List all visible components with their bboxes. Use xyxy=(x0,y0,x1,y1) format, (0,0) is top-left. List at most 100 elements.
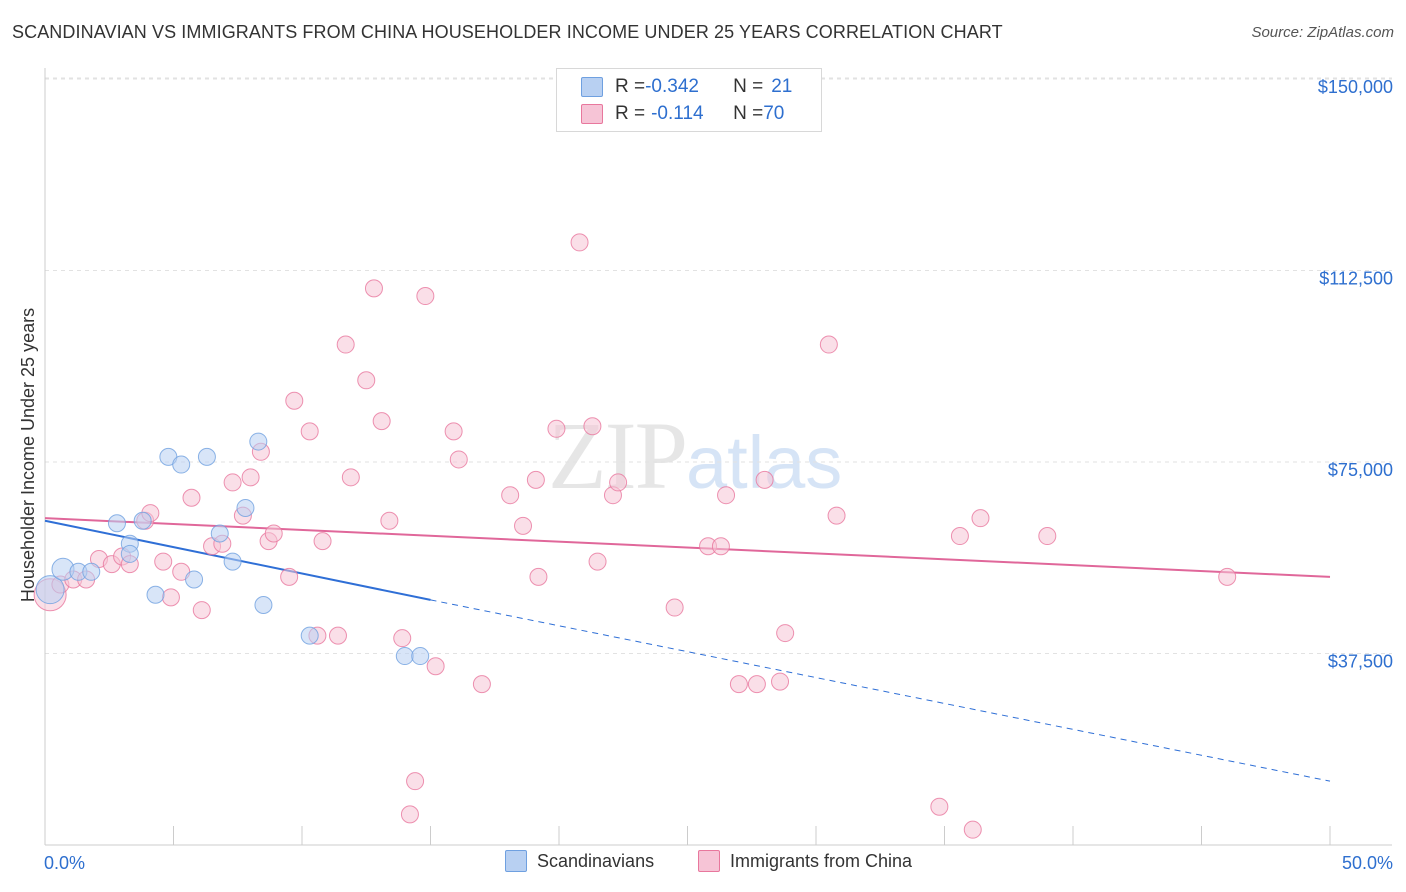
scandinavian-point xyxy=(172,455,191,474)
legend-n-value: 70 xyxy=(763,103,785,124)
scandinavian-point xyxy=(133,511,152,530)
china-point xyxy=(827,506,846,525)
legend-label: Scandinavians xyxy=(537,850,655,871)
china-point xyxy=(588,552,607,571)
legend-r-value: -0.114 xyxy=(651,103,704,124)
china-point xyxy=(776,624,795,643)
china-point xyxy=(747,675,766,694)
china-point xyxy=(526,470,545,489)
legend-n-label: N = xyxy=(733,103,764,124)
china-point xyxy=(313,532,332,551)
legend-r-label: R = xyxy=(615,76,646,97)
legend-n-label: N = xyxy=(733,76,764,97)
china-point xyxy=(341,468,360,487)
china-point xyxy=(154,552,173,571)
china-point xyxy=(223,473,242,492)
y-tick-label: $150,000 xyxy=(1318,77,1393,97)
china-point xyxy=(501,486,520,505)
china-point xyxy=(364,279,383,298)
china-point xyxy=(393,629,412,648)
china-point xyxy=(372,412,391,431)
china-point xyxy=(264,524,283,543)
correlation-legend: R = -0.342 N = 21 R = -0.114 N = 70 xyxy=(556,68,822,132)
scandinavian-point xyxy=(249,432,268,451)
legend-label: Immigrants from China xyxy=(730,850,913,871)
china-point xyxy=(336,335,355,354)
legend-r-label: R = xyxy=(615,103,646,124)
china-point xyxy=(328,626,347,645)
china-point xyxy=(514,516,533,535)
scandinavian-trend-extension xyxy=(430,599,1331,782)
china-point xyxy=(416,287,435,306)
china-point xyxy=(444,422,463,441)
china-trend-line xyxy=(44,517,1331,578)
scandinavian-point xyxy=(395,647,414,666)
scandinavian-point xyxy=(236,498,255,517)
scandinavian-point xyxy=(300,626,319,645)
y-tick-label: $112,500 xyxy=(1319,269,1393,289)
scandinavian-point xyxy=(411,647,430,666)
y-tick-label: $75,000 xyxy=(1328,460,1393,480)
axis-labels: $37,500 $75,000 $112,500 $150,000 0.0% 50.0% H… xyxy=(18,77,1393,873)
scandinavian-point xyxy=(210,524,229,543)
china-point xyxy=(971,509,990,528)
legend-row-scandinavians: R = -0.342 N = 21 xyxy=(581,75,792,99)
china-point xyxy=(192,601,211,620)
china-point xyxy=(400,805,419,824)
legend-swatch-pink xyxy=(581,104,603,124)
scandinavian-point xyxy=(107,514,126,533)
china-point xyxy=(380,511,399,530)
legend-item-scandinavians[interactable]: Scandinavians xyxy=(505,850,654,872)
china-point xyxy=(711,537,730,556)
china-point xyxy=(583,417,602,436)
legend-row-china: R = -0.114 N = 70 xyxy=(581,102,784,126)
china-point xyxy=(755,470,774,489)
legend-swatch-pink xyxy=(698,850,720,872)
scandinavian-point xyxy=(197,447,216,466)
legend-n-value: 21 xyxy=(771,76,793,97)
china-point xyxy=(547,419,566,438)
china-point xyxy=(717,486,736,505)
scandinavian-point xyxy=(82,562,101,581)
scandinavian-point xyxy=(120,544,139,563)
gridlines xyxy=(45,77,1392,654)
scandinavian-point xyxy=(146,585,165,604)
china-point xyxy=(665,598,684,617)
legend-swatch-blue xyxy=(581,77,603,97)
china-point xyxy=(161,588,180,607)
china-point xyxy=(729,675,748,694)
china-point xyxy=(771,672,790,691)
y-axis-label: Householder Income Under 25 years xyxy=(18,308,38,602)
china-point xyxy=(182,488,201,507)
axes xyxy=(44,68,1392,846)
scandinavian-point xyxy=(223,552,242,571)
china-point xyxy=(426,657,445,676)
legend-r-value: -0.342 xyxy=(645,76,699,97)
china-point xyxy=(449,450,468,469)
china-point xyxy=(300,422,319,441)
legend-swatch-blue xyxy=(505,850,527,872)
chart-title: SCANDINAVIAN VS IMMIGRANTS FROM CHINA HO… xyxy=(12,22,1003,42)
china-point xyxy=(472,675,491,694)
y-tick-label: $37,500 xyxy=(1328,652,1393,672)
china-point xyxy=(280,567,299,586)
x-tick-label-min: 0.0% xyxy=(44,853,85,873)
scandinavian-point xyxy=(254,595,273,614)
china-point xyxy=(930,797,949,816)
china-point xyxy=(609,473,628,492)
china-point xyxy=(406,772,425,791)
source-label: Source: ZipAtlas.com xyxy=(1251,24,1394,41)
china-point xyxy=(285,391,304,410)
china-point xyxy=(241,468,260,487)
china-point xyxy=(950,527,969,546)
china-point xyxy=(570,233,589,252)
scandinavian-point xyxy=(185,570,204,589)
legend-item-china[interactable]: Immigrants from China xyxy=(698,850,912,872)
china-point xyxy=(357,371,376,390)
x-tick-label-max: 50.0% xyxy=(1342,853,1393,873)
china-point xyxy=(819,335,838,354)
data-points xyxy=(33,233,1237,839)
china-point xyxy=(1038,527,1057,546)
scandinavian-point xyxy=(35,575,65,605)
